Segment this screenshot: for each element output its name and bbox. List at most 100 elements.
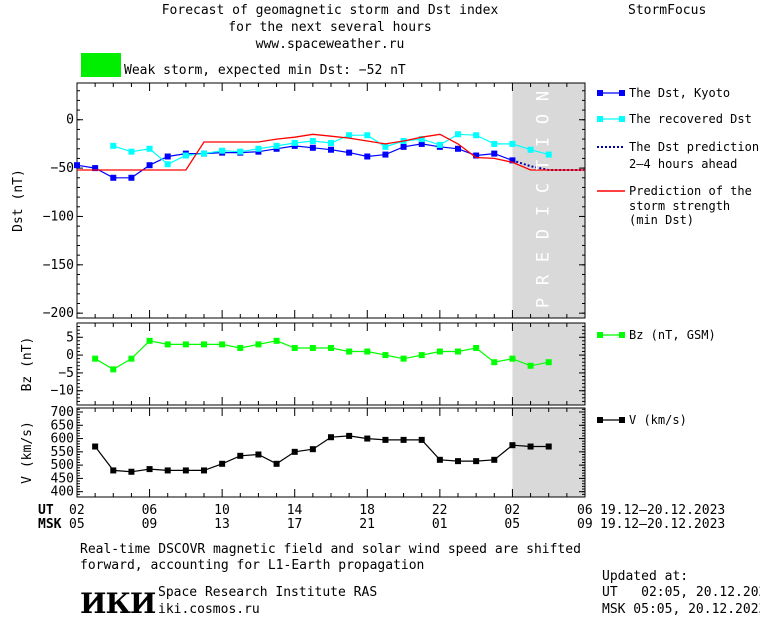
msk-tick-label: 05 — [69, 517, 85, 532]
data-point — [491, 150, 498, 157]
series-line — [512, 159, 585, 171]
legend-marker — [597, 417, 603, 423]
footer-note-2: forward, accounting for L1-Earth propaga… — [80, 558, 425, 573]
series-line — [77, 133, 585, 171]
legend-dst-prediction-2: 2–4 hours ahead — [629, 157, 738, 171]
y-tick-label: −100 — [43, 209, 74, 224]
data-point — [346, 132, 353, 139]
data-point — [328, 146, 334, 153]
data-point — [455, 131, 461, 138]
series-line — [94, 435, 549, 473]
prediction-letter: T — [534, 160, 554, 170]
legend-marker — [619, 332, 625, 338]
data-point — [164, 341, 171, 348]
y-axis-label: Bz (nT) — [20, 337, 35, 392]
data-point — [491, 140, 498, 147]
data-point — [182, 152, 189, 159]
data-point — [110, 174, 117, 181]
prediction-letter: C — [534, 183, 554, 193]
y-tick-label: −10 — [51, 384, 74, 399]
data-point — [309, 344, 316, 351]
updated-msk: MSK 05:05, 20.12.2023 — [602, 602, 760, 617]
data-point — [201, 467, 207, 474]
data-point — [110, 142, 117, 149]
chart-title-line1: Forecast of geomagnetic storm and Dst in… — [161, 3, 499, 18]
data-point — [545, 151, 552, 158]
legend-marker — [619, 116, 625, 122]
data-point — [527, 146, 534, 153]
legend — [597, 90, 625, 423]
data-point — [509, 140, 516, 147]
data-point — [219, 341, 226, 348]
data-point — [346, 432, 353, 439]
data-point — [164, 153, 171, 160]
legend-marker — [619, 417, 625, 423]
plot-frame — [76, 322, 586, 406]
data-point — [273, 460, 280, 467]
msk-tick-label: 13 — [214, 517, 230, 532]
data-point — [509, 355, 516, 362]
data-point — [364, 348, 371, 355]
data-point — [309, 144, 316, 151]
data-point — [491, 456, 498, 463]
data-point — [418, 352, 425, 359]
y-tick-label: 5 — [66, 330, 74, 345]
msk-tick-label: 09 — [577, 517, 593, 532]
data-point — [273, 142, 280, 149]
data-point — [255, 341, 262, 348]
y-tick-label: 700 — [51, 405, 74, 420]
updated-ut: UT 02:05, 20.12.2023 — [602, 585, 760, 600]
data-point — [473, 152, 480, 159]
data-point — [110, 366, 117, 373]
data-point — [436, 348, 443, 355]
prediction-letter: D — [534, 229, 554, 239]
dst-panel: 0 −50 −100 −150 −200 Dst (nT) N O I T C I D E R P — [11, 82, 586, 321]
data-point — [382, 151, 389, 158]
series-line — [76, 143, 513, 179]
institute-site[interactable]: iki.cosmos.ru — [158, 602, 260, 617]
msk-tick-label: 01 — [431, 517, 448, 532]
data-point — [146, 466, 153, 473]
iki-logo: ИКИ — [80, 587, 156, 620]
legend-v: V (km/s) — [629, 413, 687, 427]
prediction-letter: E — [534, 252, 554, 262]
data-point — [146, 162, 153, 169]
plot-frame — [76, 82, 586, 319]
data-point — [182, 341, 189, 348]
data-point — [473, 132, 480, 139]
data-point — [128, 174, 135, 181]
msk-tick-label: 05 — [504, 517, 521, 532]
data-point — [364, 132, 371, 139]
data-point — [346, 348, 353, 355]
ut-tick-label: 18 — [359, 503, 375, 518]
data-point — [146, 337, 153, 344]
updated-label: Updated at: — [602, 569, 689, 584]
prediction-letter: I — [534, 137, 554, 147]
data-point — [201, 150, 207, 157]
data-point — [418, 140, 425, 147]
ut-tick-label: 10 — [214, 503, 230, 518]
data-point — [291, 139, 298, 146]
website-link[interactable]: www.spaceweather.ru — [255, 37, 405, 52]
data-point — [110, 467, 117, 474]
data-point — [237, 344, 244, 351]
y-tick-label: 450 — [51, 471, 74, 486]
data-point — [473, 344, 480, 351]
data-point — [255, 145, 262, 152]
msk-tick-label: 09 — [141, 517, 158, 532]
data-point — [346, 149, 353, 156]
bz-panel: 5 0 −5 −10 Bz (nT) — [20, 322, 586, 406]
footer-note-1: Real-time DSCOVR magnetic field and sola… — [80, 542, 581, 557]
data-point — [92, 443, 99, 450]
ut-tick-label: 06 — [577, 503, 593, 518]
legend-storm-1: Prediction of the — [629, 184, 752, 198]
prediction-letter: I — [534, 206, 554, 216]
msk-tick-label: 17 — [286, 517, 303, 532]
ut-tick-label: 22 — [431, 503, 448, 518]
y-axis-label: V (km/s) — [20, 421, 35, 484]
institute-name: Space Research Institute RAS — [158, 585, 378, 600]
y-tick-label: 550 — [51, 445, 74, 460]
legend-storm-3: (min Dst) — [629, 213, 695, 227]
y-tick-label: 600 — [51, 432, 74, 447]
